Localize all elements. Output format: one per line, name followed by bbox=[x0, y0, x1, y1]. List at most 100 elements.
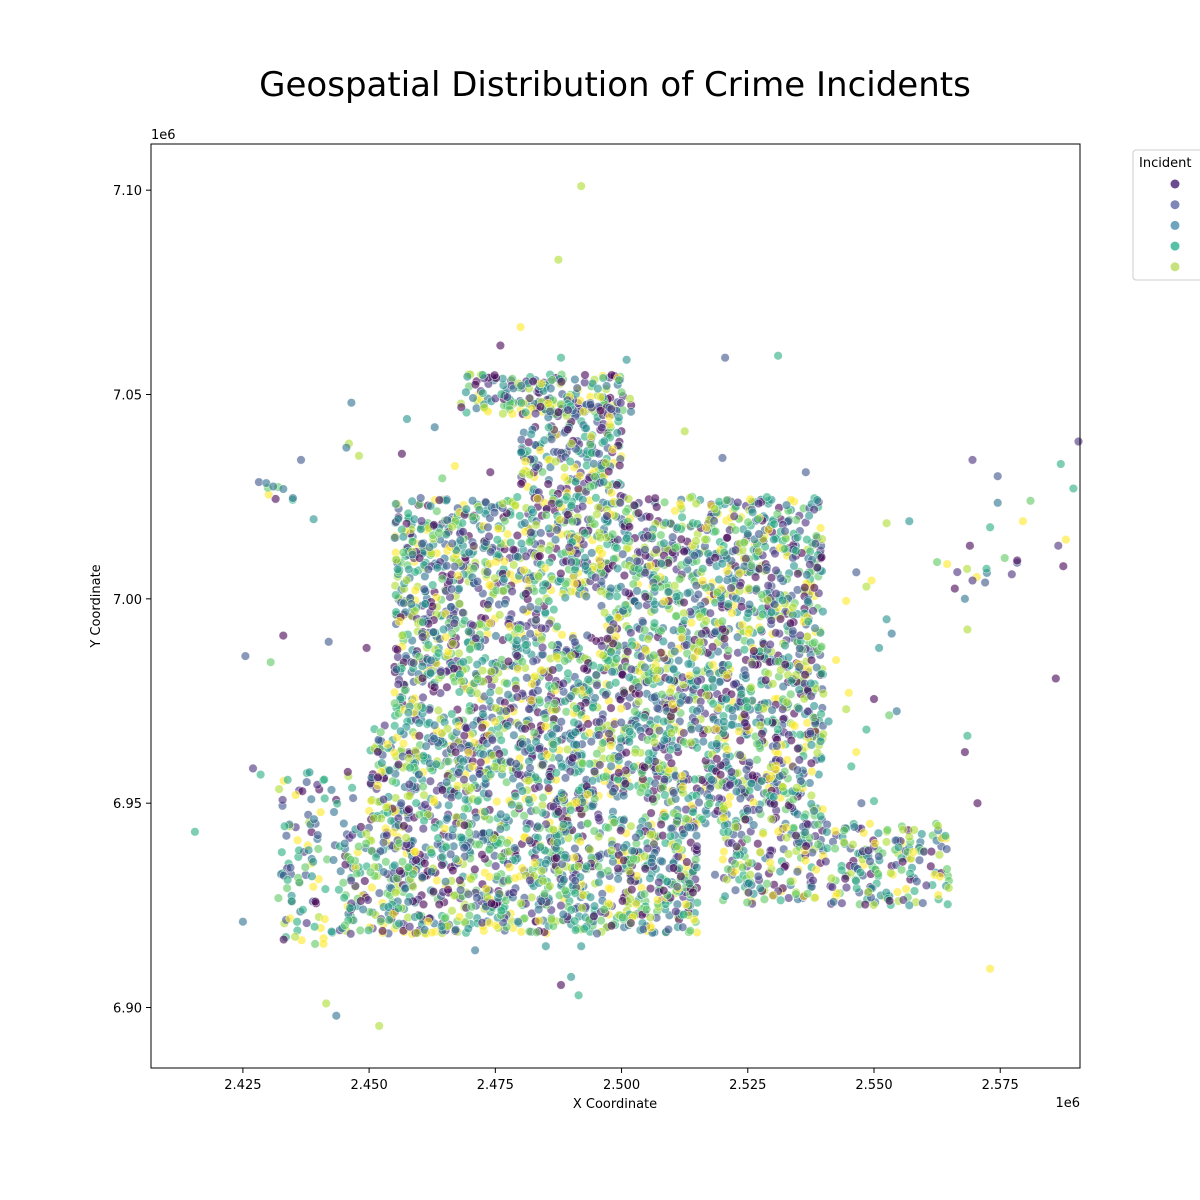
data-point bbox=[607, 529, 618, 539]
data-point bbox=[405, 922, 415, 932]
data-point bbox=[454, 912, 465, 922]
data-point bbox=[418, 617, 428, 627]
data-point bbox=[664, 674, 674, 685]
data-point bbox=[631, 832, 641, 843]
data-point bbox=[437, 860, 447, 870]
data-point bbox=[643, 634, 653, 644]
data-point bbox=[385, 765, 395, 776]
data-point bbox=[526, 695, 537, 706]
data-point bbox=[707, 642, 718, 652]
data-point bbox=[536, 379, 546, 389]
data-point bbox=[674, 655, 684, 666]
data-point bbox=[535, 445, 545, 455]
data-point bbox=[531, 805, 541, 815]
data-point bbox=[901, 884, 911, 894]
data-point bbox=[587, 801, 598, 811]
data-point bbox=[477, 722, 487, 733]
data-point bbox=[536, 896, 546, 906]
data-point bbox=[606, 846, 617, 856]
data-point bbox=[669, 664, 679, 675]
data-point bbox=[568, 753, 578, 763]
data-point bbox=[595, 533, 605, 543]
data-point bbox=[604, 728, 614, 739]
data-point bbox=[596, 586, 606, 596]
data-point bbox=[432, 563, 443, 573]
data-point bbox=[792, 783, 802, 793]
data-point bbox=[740, 718, 750, 728]
data-point bbox=[726, 583, 736, 593]
data-point bbox=[616, 703, 626, 714]
data-point bbox=[525, 743, 535, 753]
data-point bbox=[747, 659, 757, 670]
data-point bbox=[775, 614, 786, 624]
data-point bbox=[803, 616, 813, 627]
data-point bbox=[762, 879, 772, 889]
data-point bbox=[453, 570, 463, 581]
data-point bbox=[710, 526, 721, 537]
data-point bbox=[754, 804, 764, 815]
data-point bbox=[645, 873, 655, 883]
data-point bbox=[663, 924, 674, 935]
data-point bbox=[516, 398, 527, 408]
data-point bbox=[521, 589, 531, 599]
data-point bbox=[597, 548, 607, 559]
data-point bbox=[503, 656, 514, 667]
data-point bbox=[698, 564, 708, 574]
data-point bbox=[782, 755, 792, 765]
data-point bbox=[753, 839, 763, 849]
data-point bbox=[717, 559, 727, 569]
data-point bbox=[776, 573, 786, 584]
data-point bbox=[466, 783, 476, 793]
data-point bbox=[449, 890, 459, 901]
data-point bbox=[616, 717, 626, 728]
data-point bbox=[726, 720, 737, 730]
data-point bbox=[551, 456, 561, 467]
data-point bbox=[391, 499, 401, 509]
data-point bbox=[594, 877, 604, 887]
data-point bbox=[640, 592, 651, 602]
data-point bbox=[629, 500, 639, 510]
data-point bbox=[733, 497, 743, 508]
data-point bbox=[808, 875, 818, 886]
data-point bbox=[423, 916, 433, 927]
data-point bbox=[458, 527, 468, 537]
data-point bbox=[619, 790, 629, 801]
data-point bbox=[737, 620, 748, 630]
data-point bbox=[734, 726, 744, 737]
data-point bbox=[665, 687, 675, 697]
data-point bbox=[486, 666, 497, 677]
data-point bbox=[459, 843, 469, 853]
data-point bbox=[652, 703, 663, 713]
data-point bbox=[418, 824, 428, 834]
data-point bbox=[759, 894, 770, 904]
data-point bbox=[809, 583, 819, 593]
data-point bbox=[802, 570, 812, 580]
data-point bbox=[704, 798, 715, 809]
data-point bbox=[670, 581, 680, 591]
data-point bbox=[650, 583, 660, 593]
data-point bbox=[720, 891, 730, 901]
data-point bbox=[407, 536, 418, 547]
data-point bbox=[815, 736, 826, 746]
data-point bbox=[400, 883, 410, 894]
data-point bbox=[650, 493, 660, 503]
data-point bbox=[528, 507, 538, 517]
data-point bbox=[757, 729, 767, 739]
data-point bbox=[462, 372, 473, 382]
data-point bbox=[423, 564, 433, 575]
data-point bbox=[442, 777, 452, 787]
data-point bbox=[441, 877, 451, 887]
data-point bbox=[418, 899, 429, 910]
data-point bbox=[638, 617, 648, 628]
data-point bbox=[765, 858, 775, 868]
data-point bbox=[450, 561, 460, 572]
data-point bbox=[415, 553, 425, 563]
data-point bbox=[511, 759, 521, 769]
data-point bbox=[735, 568, 745, 578]
data-point bbox=[382, 830, 392, 840]
data-point bbox=[679, 546, 689, 557]
data-point bbox=[676, 624, 686, 635]
data-point bbox=[601, 381, 612, 391]
data-point bbox=[484, 918, 495, 928]
data-point bbox=[676, 501, 686, 511]
